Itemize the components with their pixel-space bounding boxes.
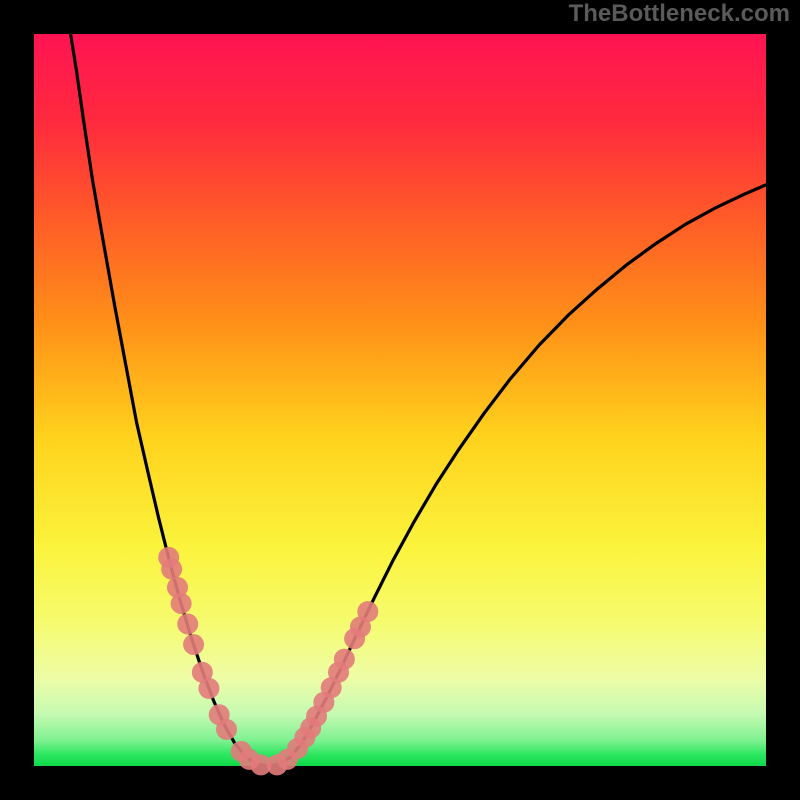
bottleneck-chart bbox=[0, 0, 800, 800]
curve-marker bbox=[198, 678, 219, 699]
curve-marker bbox=[161, 559, 182, 580]
curve-marker bbox=[357, 601, 378, 622]
curve-marker bbox=[183, 634, 204, 655]
curve-marker bbox=[216, 719, 237, 740]
watermark-text: TheBottleneck.com bbox=[569, 0, 790, 28]
curve-marker bbox=[177, 613, 198, 634]
curve-marker bbox=[171, 593, 192, 614]
chart-background bbox=[34, 34, 766, 766]
curve-marker bbox=[334, 649, 355, 670]
